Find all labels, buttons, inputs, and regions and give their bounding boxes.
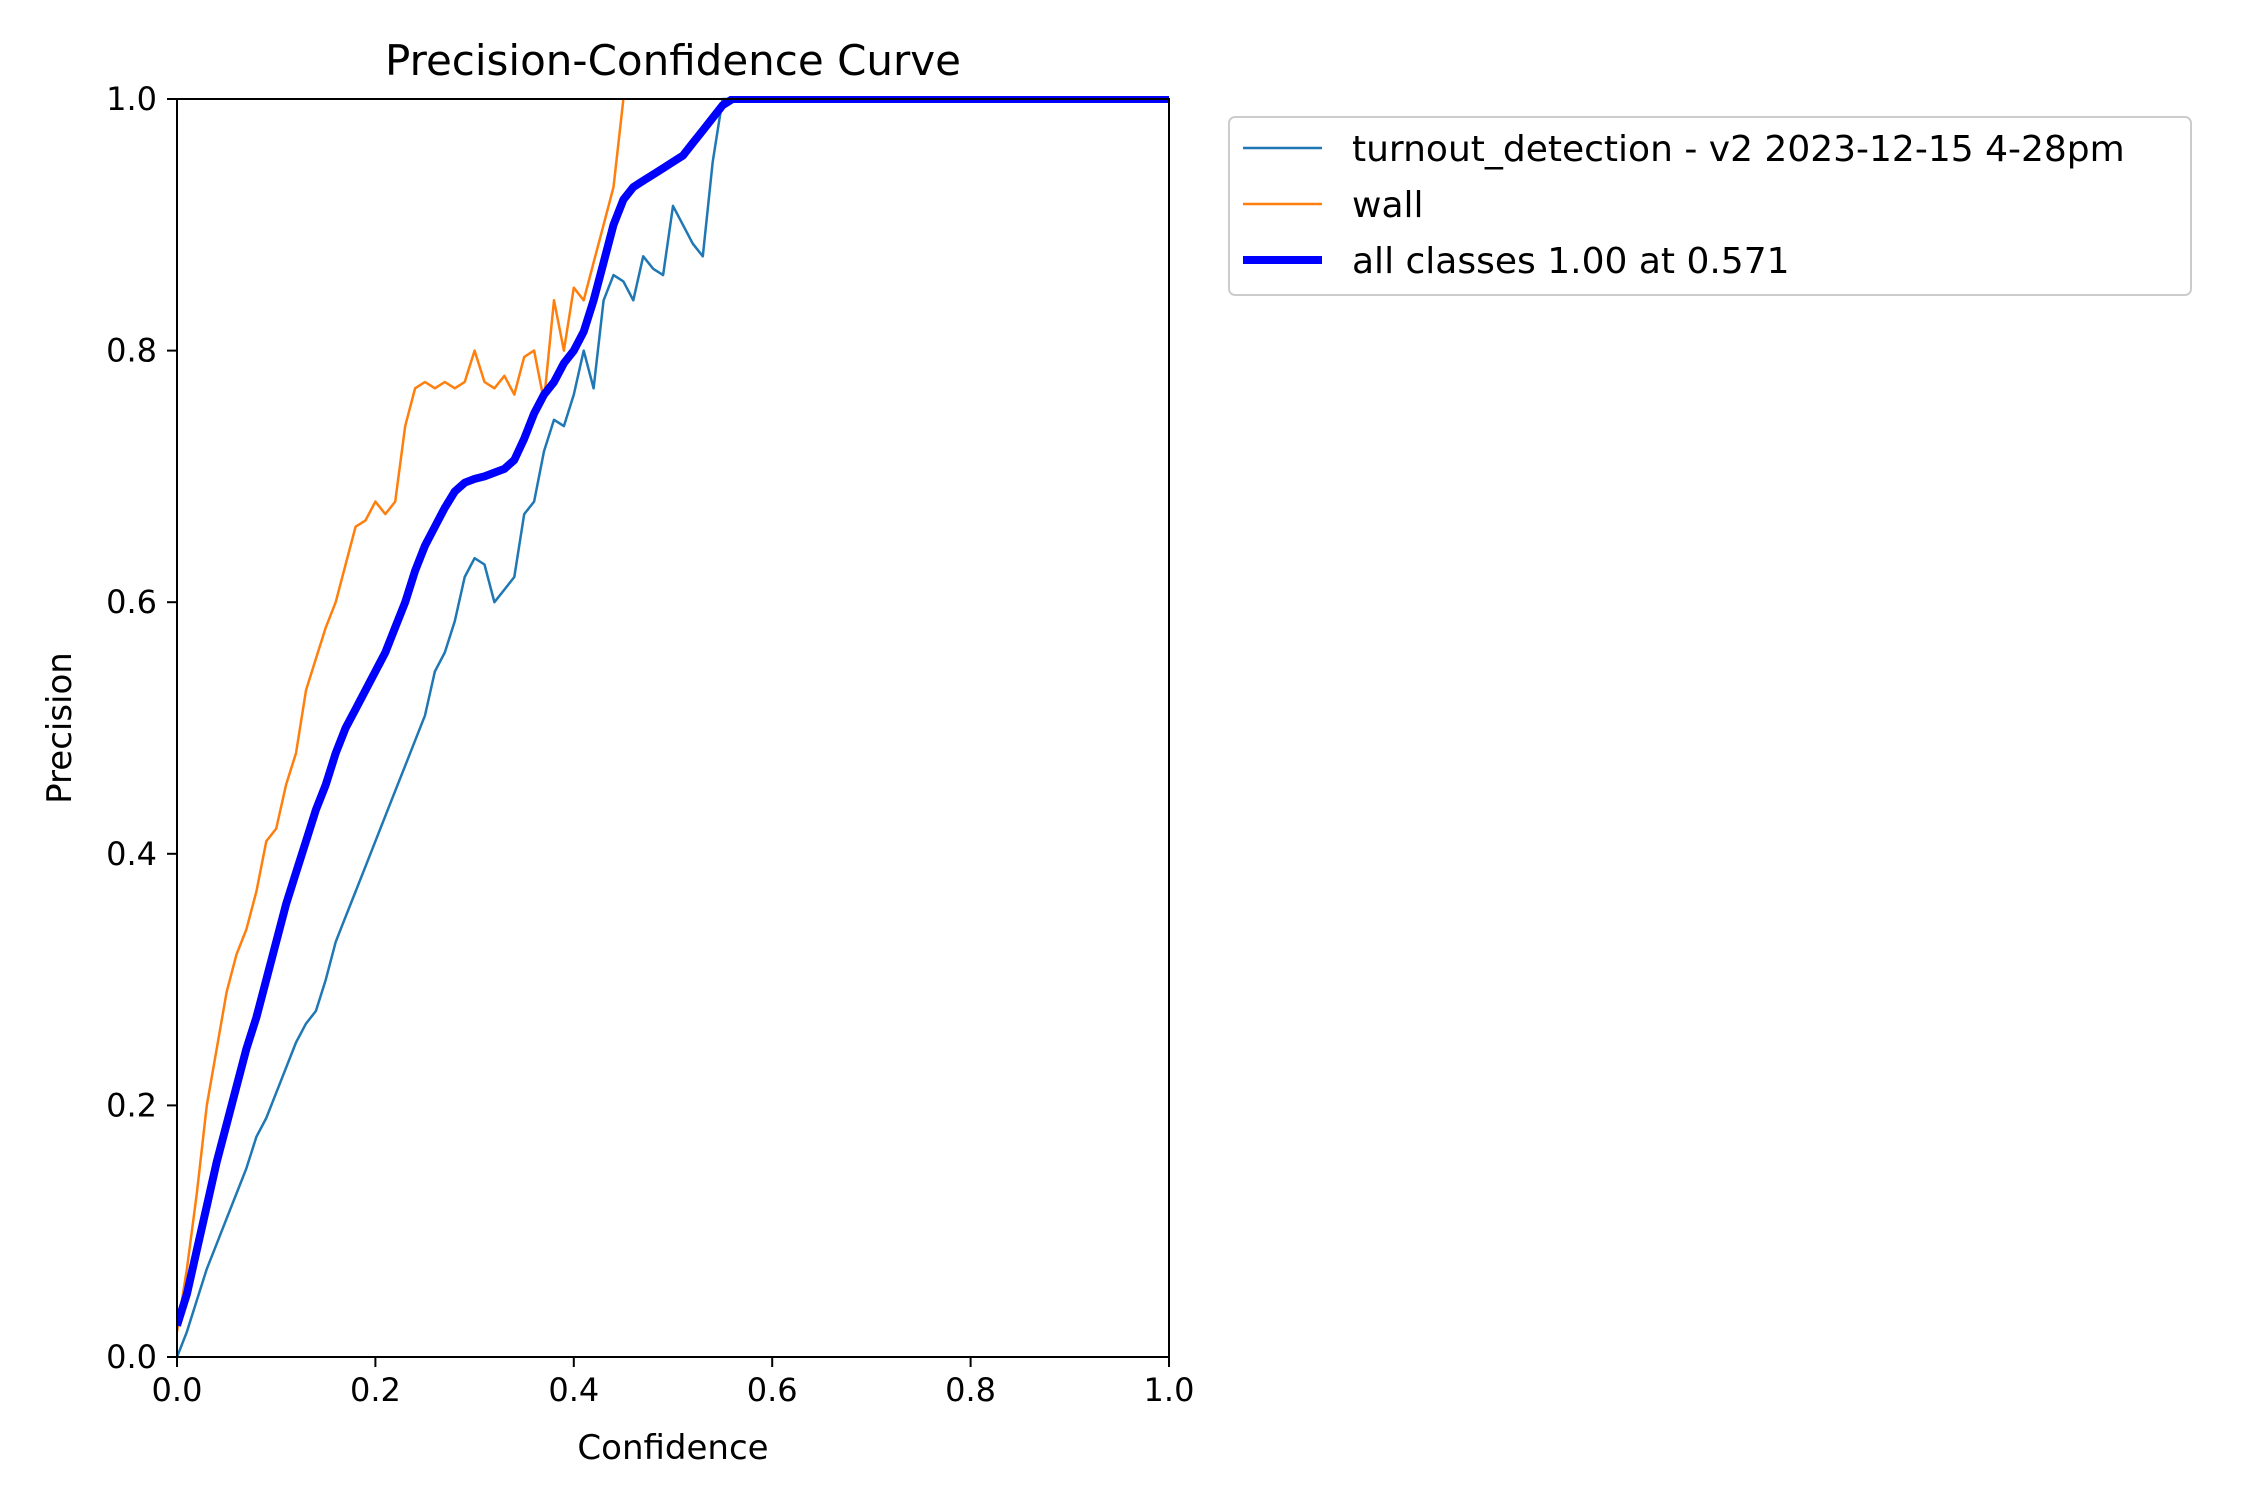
series-line-all-classes-1-00-at-0-571: [177, 96, 1169, 1327]
x-axis-ticks: 0.0 0.2 0.4 0.6 0.8 1.0: [152, 1357, 1195, 1409]
chart-title: Precision-Confidence Curve: [385, 36, 961, 85]
y-tick-label: 0.0: [106, 1338, 157, 1376]
x-tick-label: 0.2: [350, 1371, 401, 1409]
y-tick-label: 0.8: [106, 332, 157, 370]
series-line-turnout-detection-v2-2023-12-15-4-28pm: [177, 97, 1169, 1358]
x-tick-label: 1.0: [1144, 1371, 1195, 1409]
x-tick-label: 0.4: [548, 1371, 599, 1409]
y-tick-label: 0.4: [106, 835, 157, 873]
y-tick-label: 1.0: [106, 80, 157, 118]
y-axis-ticks: 0.0 0.2 0.4 0.6 0.8 1.0: [106, 80, 177, 1376]
legend: turnout_detection - v2 2023-12-15 4-28pm…: [1228, 116, 2192, 296]
x-tick-label: 0.0: [152, 1371, 203, 1409]
plot-frame: [176, 98, 1170, 1358]
y-tick-label: 0.6: [106, 583, 157, 621]
legend-items: turnout_detection - v2 2023-12-15 4-28pm…: [1243, 129, 2125, 282]
x-axis-title: Confidence: [577, 1428, 768, 1468]
x-tick-label: 0.8: [945, 1371, 996, 1409]
series-line-wall: [177, 98, 625, 1332]
y-tick-label: 0.2: [106, 1086, 157, 1124]
x-tick-label: 0.6: [747, 1371, 798, 1409]
legend-label-turnout-detection-v2-2023-12-15-4-28pm: turnout_detection - v2 2023-12-15 4-28pm: [1352, 129, 2125, 170]
legend-label-all-classes-1-00-at-0-571: all classes 1.00 at 0.571: [1352, 241, 1790, 282]
plot-lines: [177, 96, 1169, 1358]
legend-box: [1228, 116, 2192, 296]
legend-label-wall: wall: [1352, 185, 1424, 226]
y-axis-title: Precision: [40, 652, 80, 804]
